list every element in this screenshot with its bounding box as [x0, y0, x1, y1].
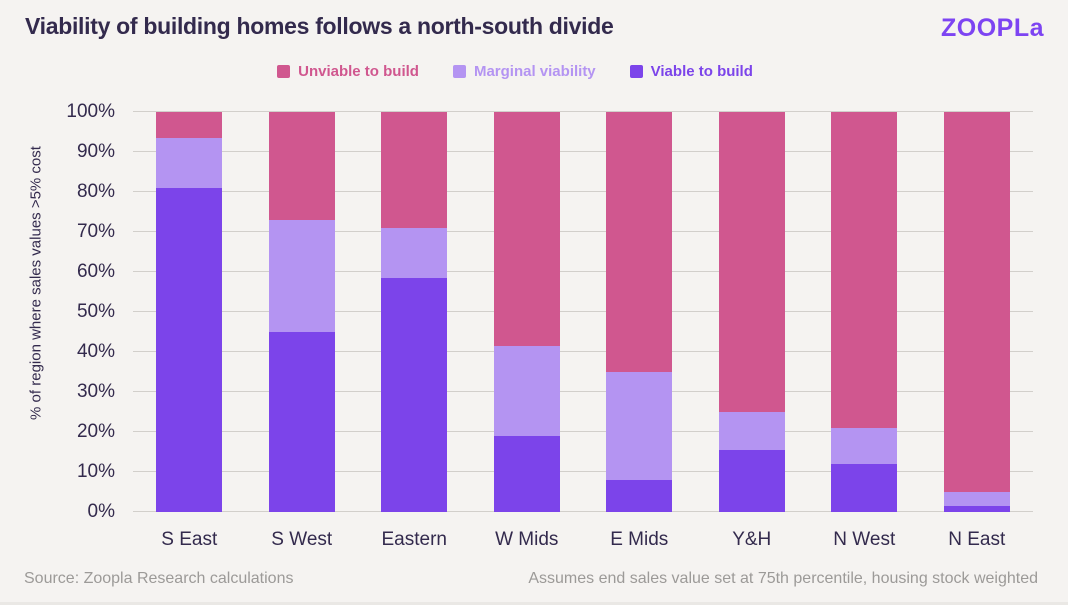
bar-segment-marginal-viability	[831, 428, 898, 464]
y-tick-label: 80%	[76, 181, 115, 202]
bar-segment-marginal-viability	[718, 412, 785, 450]
bar-segment-marginal-viability	[268, 220, 335, 332]
y-tick-label: 40%	[76, 341, 115, 362]
y-tick-label: 0%	[87, 501, 115, 522]
legend-swatch-icon	[277, 65, 291, 78]
y-tick-label: 100%	[66, 101, 115, 122]
bar-segment-marginal-viability	[493, 346, 560, 436]
chart-legend: Unviable to build Marginal viability Viabl…	[0, 63, 1030, 80]
gridline	[133, 511, 1033, 512]
x-axis-label-e-mids: E Mids	[610, 529, 669, 550]
legend-swatch-icon	[452, 65, 466, 78]
bar-group	[133, 112, 1033, 512]
gridline	[133, 191, 1033, 192]
assumption-note: Assumes end sales value set at 75th perc…	[528, 570, 1038, 587]
bar-segment-unviable-to-build	[493, 112, 560, 346]
legend-item-unviable-to-build: Unviable to build	[277, 63, 419, 80]
gridline	[133, 151, 1033, 152]
bar-w-mids	[493, 112, 560, 512]
x-axis-label-w-mids: W Mids	[495, 529, 559, 550]
source-note: Source: Zoopla Research calculations	[24, 570, 294, 587]
bar-segment-marginal-viability	[606, 372, 673, 480]
x-axis-label-eastern: Eastern	[381, 529, 447, 550]
bar-segment-viable-to-build	[381, 278, 448, 512]
x-axis-label-n-east: N East	[948, 529, 1006, 550]
y-tick-label: 10%	[76, 461, 115, 482]
y-axis-tick-labels: 0% 10% 20% 30% 40% 50% 60% 70% 80% 90% 100%	[0, 101, 115, 522]
gridline	[133, 471, 1033, 472]
bar-segment-viable-to-build	[943, 506, 1010, 512]
x-axis-label-y-h: Y&H	[732, 529, 772, 550]
bar-segment-viable-to-build	[606, 480, 673, 512]
bar-s-east	[156, 112, 223, 512]
bar-segment-unviable-to-build	[381, 112, 448, 228]
gridline	[133, 111, 1033, 112]
plot-area	[133, 111, 1033, 512]
y-tick-label: 60%	[76, 261, 115, 282]
bar-segment-viable-to-build	[831, 464, 898, 512]
legend-label: Unviable to build	[298, 63, 419, 80]
bar-segment-unviable-to-build	[943, 112, 1010, 492]
x-axis-label-n-west: N West	[833, 529, 896, 550]
gridline	[133, 231, 1033, 232]
bar-segment-unviable-to-build	[268, 112, 335, 220]
chart-title: Viability of building homes follows a no…	[25, 13, 614, 39]
bar-segment-viable-to-build	[493, 436, 560, 512]
x-axis-label-s-west: S West	[271, 529, 333, 550]
gridline	[133, 391, 1033, 392]
y-tick-label: 90%	[76, 141, 115, 162]
x-axis-label-s-east: S East	[161, 529, 218, 550]
gridline	[133, 271, 1033, 272]
y-tick-label: 70%	[76, 221, 115, 242]
y-tick-label: 50%	[76, 301, 115, 322]
bar-n-west	[831, 112, 898, 512]
gridline	[133, 351, 1033, 352]
gridline	[133, 311, 1033, 312]
legend-swatch-icon	[629, 65, 643, 78]
bar-segment-unviable-to-build	[831, 112, 898, 428]
x-axis-labels: S East S West Eastern W Mids E Mids Y&H N West…	[133, 529, 1033, 551]
legend-label: Viable to build	[650, 63, 753, 80]
zoopla-logo: ZOOPLa	[940, 14, 1044, 42]
y-tick-label: 20%	[76, 421, 115, 442]
legend-item-viable-to-build: Viable to build	[629, 63, 753, 80]
bar-s-west	[268, 112, 335, 512]
gridline	[133, 431, 1033, 432]
bar-n-east	[943, 112, 1010, 512]
bar-e-mids	[606, 112, 673, 512]
y-tick-label: 30%	[76, 381, 115, 402]
legend-item-marginal-viability: Marginal viability	[452, 63, 596, 80]
bar-segment-viable-to-build	[268, 332, 335, 512]
legend-label: Marginal viability	[473, 63, 596, 80]
bar-segment-marginal-viability	[156, 138, 223, 188]
bar-segment-marginal-viability	[943, 492, 1010, 506]
bar-segment-marginal-viability	[381, 228, 448, 278]
bar-y-h	[718, 112, 785, 512]
bar-segment-unviable-to-build	[606, 112, 673, 372]
bar-segment-viable-to-build	[718, 450, 785, 512]
bar-segment-unviable-to-build	[718, 112, 785, 412]
bar-segment-viable-to-build	[156, 188, 223, 512]
bar-segment-unviable-to-build	[156, 112, 223, 138]
bar-eastern	[381, 112, 448, 512]
